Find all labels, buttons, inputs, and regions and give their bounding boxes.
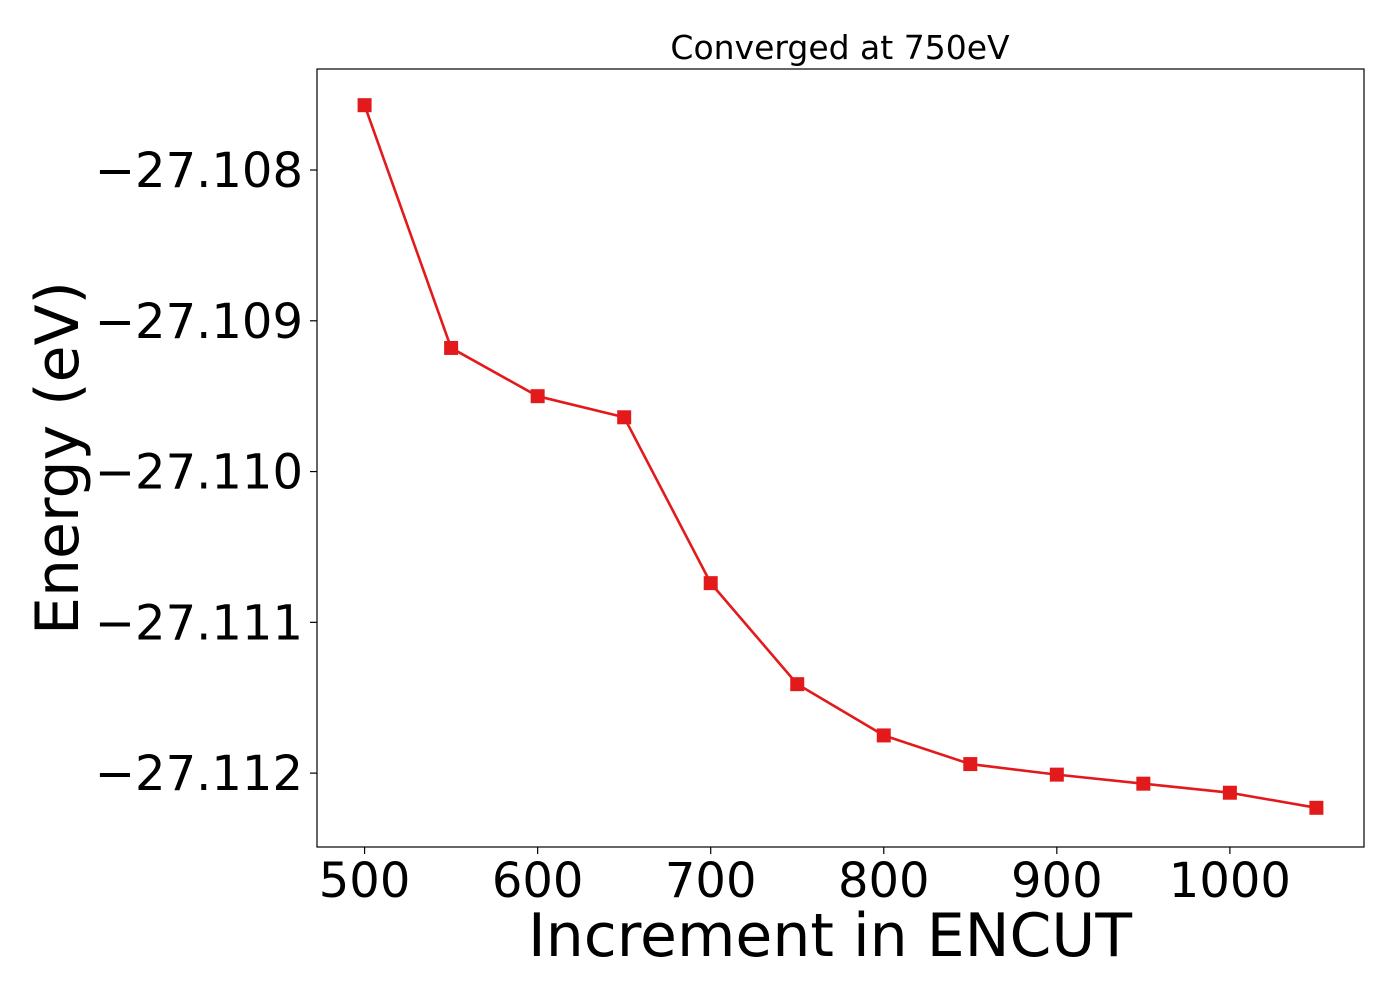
data-point-marker <box>963 757 978 772</box>
data-point-marker <box>876 728 891 743</box>
data-point-marker <box>1222 785 1237 800</box>
data-point-marker <box>444 340 459 355</box>
data-point-marker <box>1049 767 1064 782</box>
y-tick-label: −27.112 <box>95 746 303 802</box>
data-point-marker <box>1136 776 1151 791</box>
y-axis-title: Energy (eV) <box>23 281 93 635</box>
chart-title: Converged at 750eV <box>670 28 1010 67</box>
x-axis-ticks: 500 600 700 800 900 1000 <box>319 847 1291 909</box>
data-point-marker <box>790 677 805 692</box>
data-point-marker <box>357 98 372 113</box>
x-axis-title: Increment in ENCUT <box>528 901 1132 971</box>
plot-area-frame <box>316 68 1365 848</box>
x-tick-label: 900 <box>1011 853 1103 909</box>
x-tick-label: 800 <box>838 853 930 909</box>
y-tick-label: −27.111 <box>95 595 303 651</box>
data-point-marker <box>1309 800 1324 815</box>
x-tick-label: 500 <box>319 853 411 909</box>
series-line-0 <box>363 104 1317 810</box>
x-tick-label: 1000 <box>1169 853 1291 909</box>
y-tick-label: −27.108 <box>95 143 303 199</box>
data-point-marker <box>530 389 545 404</box>
data-point-marker <box>703 576 718 591</box>
data-point-marker <box>617 410 632 425</box>
x-tick-label: 700 <box>665 853 757 909</box>
y-tick-label: −27.110 <box>95 445 303 501</box>
series-layer <box>357 98 1324 815</box>
x-tick-label: 600 <box>492 853 584 909</box>
y-axis-ticks: −27.108 −27.109 −27.110 −27.111 −27.112 <box>95 143 317 802</box>
y-tick-label: −27.109 <box>95 294 303 350</box>
